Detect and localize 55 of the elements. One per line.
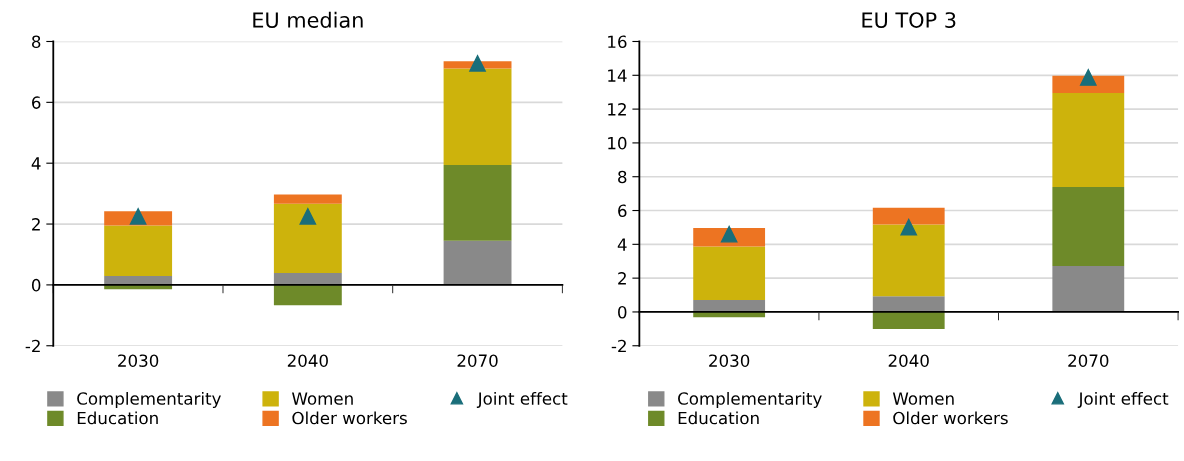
legend-label: Complementarity bbox=[678, 391, 822, 409]
y-tick-label: 4 bbox=[31, 157, 41, 170]
x-tick-label: 2040 bbox=[888, 354, 929, 367]
y-tick-label: 0 bbox=[31, 278, 41, 292]
bar bbox=[273, 284, 342, 306]
y-tick-label: 12 bbox=[608, 103, 626, 116]
bar bbox=[273, 194, 342, 204]
bar bbox=[1052, 187, 1125, 266]
y-tick-label: 0 bbox=[618, 305, 627, 319]
y-tick-label: 2 bbox=[618, 272, 626, 285]
y-tick-label: 10 bbox=[608, 136, 627, 150]
legend-label: Complementarity bbox=[77, 391, 221, 409]
bar bbox=[872, 207, 945, 225]
point bbox=[1079, 69, 1097, 86]
y-tick-label: 6 bbox=[32, 96, 41, 109]
bar bbox=[1052, 92, 1125, 188]
bar bbox=[1052, 265, 1125, 312]
y-tick-label: 14 bbox=[608, 69, 627, 82]
x-tick-label: 2070 bbox=[1068, 354, 1109, 367]
y-tick-label: -2 bbox=[25, 339, 40, 353]
legend-label: Education bbox=[77, 411, 158, 425]
bar bbox=[693, 246, 766, 301]
y-tick-label: 6 bbox=[618, 204, 627, 218]
legend-label: Older workers bbox=[893, 411, 1008, 425]
chart-title: EU median bbox=[253, 11, 363, 28]
legend-label: Older workers bbox=[292, 411, 407, 425]
bar bbox=[872, 311, 945, 330]
x-tick-label: 2040 bbox=[287, 354, 328, 367]
x-tick-label: 2030 bbox=[118, 354, 159, 367]
bar bbox=[443, 165, 512, 241]
bar bbox=[273, 273, 342, 285]
bar bbox=[104, 225, 173, 277]
legend-label: Joint effect bbox=[476, 391, 568, 408]
bar bbox=[443, 68, 512, 166]
bar bbox=[443, 240, 512, 285]
y-tick-label: 2 bbox=[32, 218, 40, 231]
bar bbox=[273, 203, 342, 274]
y-tick-label: 4 bbox=[617, 238, 627, 251]
legend-label: Education bbox=[678, 411, 759, 425]
y-tick-label: 16 bbox=[608, 35, 627, 49]
bar bbox=[693, 300, 766, 312]
y-tick-label: -2 bbox=[611, 339, 626, 353]
bar bbox=[872, 296, 945, 312]
point bbox=[720, 225, 738, 243]
bar bbox=[104, 276, 173, 285]
legend-label: Women bbox=[292, 392, 353, 405]
x-tick-label: 2030 bbox=[709, 354, 750, 367]
bar bbox=[872, 224, 945, 297]
x-tick-label: 2070 bbox=[457, 354, 498, 367]
chart-title: EU TOP 3 bbox=[862, 12, 956, 28]
point bbox=[900, 218, 918, 236]
y-tick-label: 8 bbox=[32, 35, 41, 49]
legend-label: Joint effect bbox=[1077, 391, 1169, 408]
legend-label: Women bbox=[892, 392, 954, 405]
y-tick-label: 8 bbox=[618, 170, 627, 184]
